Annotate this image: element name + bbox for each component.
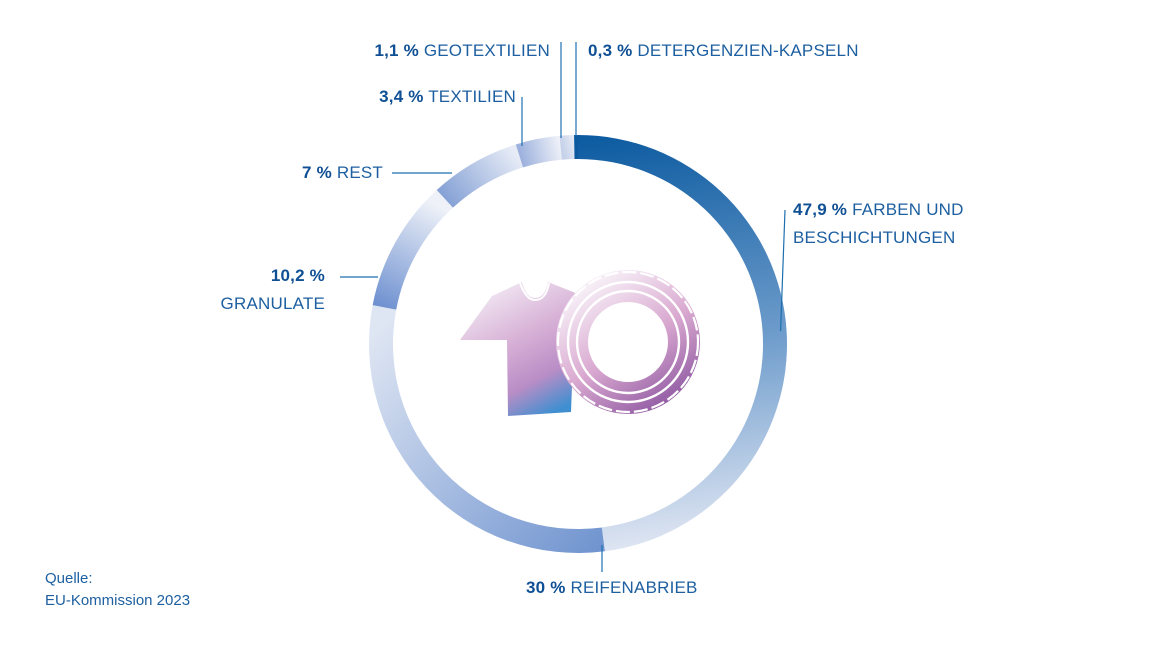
source-note: Quelle: EU-Kommission 2023: [45, 568, 190, 612]
leader-line-farben: [779, 209, 786, 331]
tire-icon: [556, 270, 700, 414]
category-label-kapseln: DETERGENZIEN-KAPSELN: [632, 41, 859, 60]
slice-rest: [436, 144, 523, 208]
value-label-geotextilien: 1,1 %: [374, 41, 419, 60]
source-text: EU-Kommission 2023: [45, 592, 191, 609]
slice-geotextilien: [559, 135, 575, 160]
label-geotextilien: 1,1 % GEOTEXTILIEN: [374, 37, 550, 65]
slice-farben: [578, 135, 787, 552]
label-line: 30 % REIFENABRIEB: [526, 574, 698, 602]
label-kapseln: 0,3 % DETERGENZIEN-KAPSELN: [588, 37, 859, 65]
label-reifen: 30 % REIFENABRIEB: [526, 574, 698, 602]
slice-kapseln: [574, 135, 578, 160]
category-label-granulate: GRANULATE: [220, 294, 325, 313]
category-label-geotextilien: GEOTEXTILIEN: [418, 41, 550, 60]
label-line: 7 % REST: [302, 159, 383, 187]
label-rest: 7 % REST: [302, 159, 383, 187]
value-label-rest: 7 %: [302, 163, 332, 182]
slice-reifen: [369, 305, 605, 553]
label-granulate: 10,2 % GRANULATE: [221, 262, 325, 318]
label-line: 0,3 % DETERGENZIEN-KAPSELN: [588, 37, 859, 65]
label-line: 3,4 % TEXTILIEN: [379, 83, 516, 111]
value-label-textilien: 3,4 %: [379, 87, 424, 106]
label-farben: 47,9 % FARBEN UND BESCHICHTUNGEN: [793, 196, 964, 252]
source-label: Quelle:: [45, 570, 93, 587]
label-line: 10,2 %: [221, 262, 325, 290]
value-label-kapseln: 0,3 %: [588, 41, 633, 60]
label-textilien: 3,4 % TEXTILIEN: [379, 83, 516, 111]
slice-granulate: [372, 189, 453, 310]
category-label-farben-line2: BESCHICHTUNGEN: [793, 228, 956, 247]
category-label-reifen: REIFENABRIEB: [565, 578, 698, 597]
label-line: 1,1 % GEOTEXTILIEN: [374, 37, 550, 65]
value-label-granulate: 10,2 %: [270, 266, 325, 285]
category-label-textilien: TEXTILIEN: [423, 87, 516, 106]
category-label-farben: FARBEN UND: [847, 200, 964, 219]
category-label-rest: REST: [331, 163, 383, 182]
value-label-farben: 47,9 %: [793, 200, 848, 219]
label-line: 47,9 % FARBEN UND: [793, 196, 964, 224]
value-label-reifen: 30 %: [526, 578, 566, 597]
slice-textilien: [515, 135, 562, 168]
